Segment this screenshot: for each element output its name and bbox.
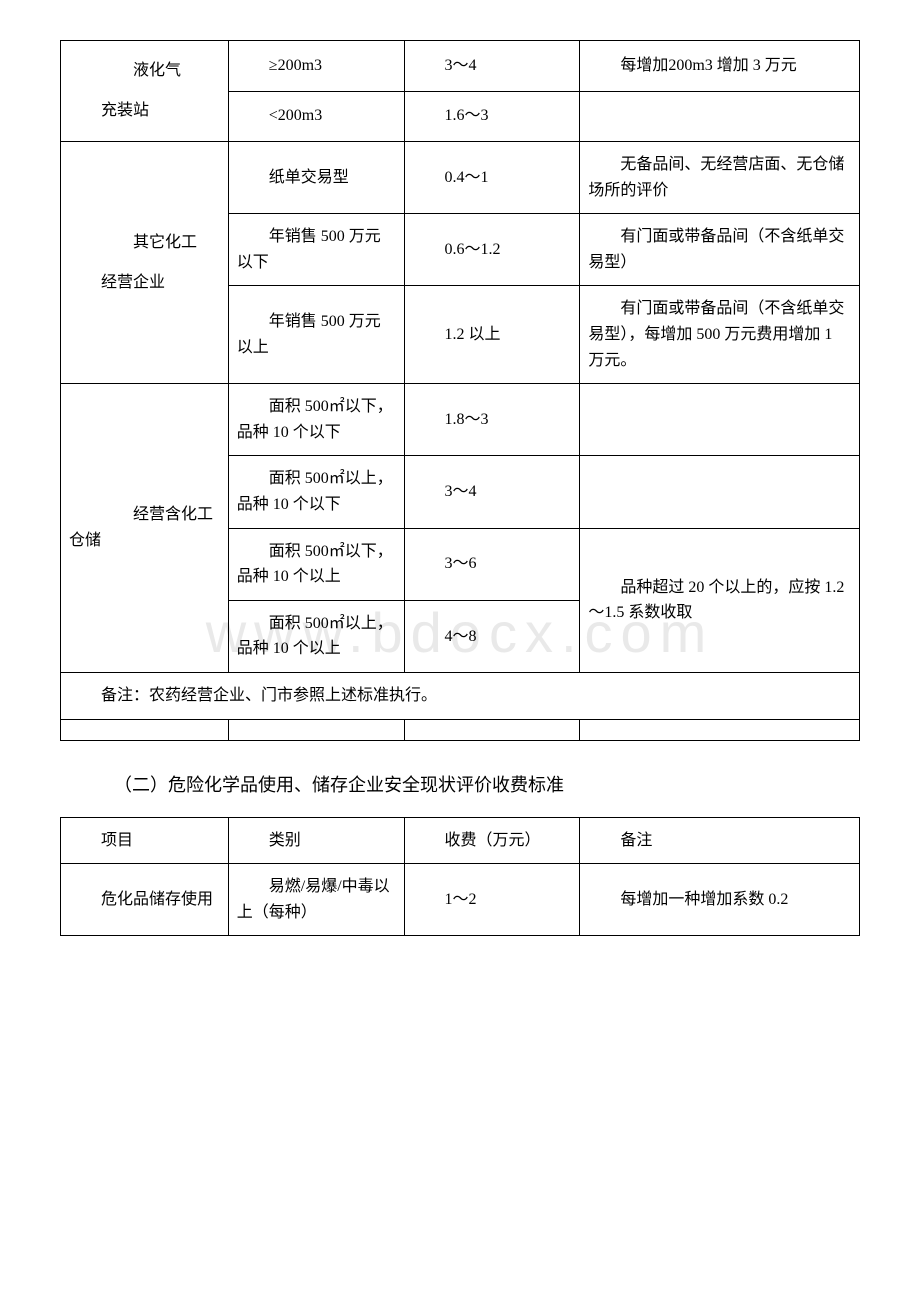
fee-table-2: 项目 类别 收费（万元） 备注 危化品储存使用 易燃/易爆/中毒以上（每种） 1…	[60, 817, 860, 937]
note-cell: 有门面或带备品间（不含纸单交易型）	[580, 214, 860, 286]
fee-cell: 1.2 以上	[404, 286, 580, 384]
spec-cell: 纸单交易型	[228, 142, 404, 214]
empty-cell	[228, 719, 404, 740]
spec-cell: 面积 500㎡以下，品种 10 个以下	[228, 384, 404, 456]
fee-cell: 3～4	[404, 41, 580, 92]
note-cell: 有门面或带备品间（不含纸单交易型），每增加 500 万元费用增加 1 万元。	[580, 286, 860, 384]
spec-cell: 年销售 500 万元以上	[228, 286, 404, 384]
table-header-row: 项目 类别 收费（万元） 备注	[61, 817, 860, 864]
spec-cell: <200m3	[228, 91, 404, 142]
spec-cell: 年销售 500 万元以下	[228, 214, 404, 286]
spec-cell: 面积 500㎡以上，品种 10 个以下	[228, 456, 404, 528]
category-cell: 经营含化工仓储	[61, 384, 229, 673]
note-cell	[580, 91, 860, 142]
table-row: 液化气 充装站 ≥200m3 3～4 每增加200m3 增加 3 万元	[61, 41, 860, 92]
table-row: 其它化工 经营企业 纸单交易型 0.4～1 无备品间、无经营店面、无仓储场所的评…	[61, 142, 860, 214]
spec-cell: ≥200m3	[228, 41, 404, 92]
fee-cell: 1.8～3	[404, 384, 580, 456]
empty-cell	[404, 719, 580, 740]
fee-cell: 4～8	[404, 600, 580, 672]
note-cell: 无备品间、无经营店面、无仓储场所的评价	[580, 142, 860, 214]
header-cell: 收费（万元）	[404, 817, 580, 864]
empty-cell	[580, 719, 860, 740]
category-cell: 其它化工 经营企业	[61, 142, 229, 384]
empty-row	[61, 719, 860, 740]
footnote-row: 备注：农药经营企业、门市参照上述标准执行。	[61, 672, 860, 719]
header-cell: 项目	[61, 817, 229, 864]
fee-table-1: 液化气 充装站 ≥200m3 3～4 每增加200m3 增加 3 万元 <200…	[60, 40, 860, 741]
fee-cell: 0.4～1	[404, 142, 580, 214]
category-cell: 液化气 充装站	[61, 41, 229, 142]
header-cell: 备注	[580, 817, 860, 864]
table-row: 危化品储存使用 易燃/易爆/中毒以上（每种） 1～2 每增加一种增加系数 0.2	[61, 864, 860, 936]
section-title: （二）危险化学品使用、储存企业安全现状评价收费标准	[60, 771, 860, 797]
note-cell: 品种超过 20 个以上的，应按 1.2～1.5 系数收取	[580, 528, 860, 672]
note-cell: 每增加200m3 增加 3 万元	[580, 41, 860, 92]
spec-cell: 面积 500㎡以上，品种 10 个以上	[228, 600, 404, 672]
note-cell: 每增加一种增加系数 0.2	[580, 864, 860, 936]
note-cell	[580, 384, 860, 456]
category-cell: 危化品储存使用	[61, 864, 229, 936]
table-row: 经营含化工仓储 面积 500㎡以下，品种 10 个以下 1.8～3	[61, 384, 860, 456]
empty-cell	[61, 719, 229, 740]
footnote-cell: 备注：农药经营企业、门市参照上述标准执行。	[61, 672, 860, 719]
fee-cell: 3～6	[404, 528, 580, 600]
fee-cell: 0.6～1.2	[404, 214, 580, 286]
fee-cell: 3～4	[404, 456, 580, 528]
spec-cell: 面积 500㎡以下，品种 10 个以上	[228, 528, 404, 600]
fee-cell: 1.6～3	[404, 91, 580, 142]
header-cell: 类别	[228, 817, 404, 864]
fee-cell: 1～2	[404, 864, 580, 936]
spec-cell: 易燃/易爆/中毒以上（每种）	[228, 864, 404, 936]
note-cell	[580, 456, 860, 528]
